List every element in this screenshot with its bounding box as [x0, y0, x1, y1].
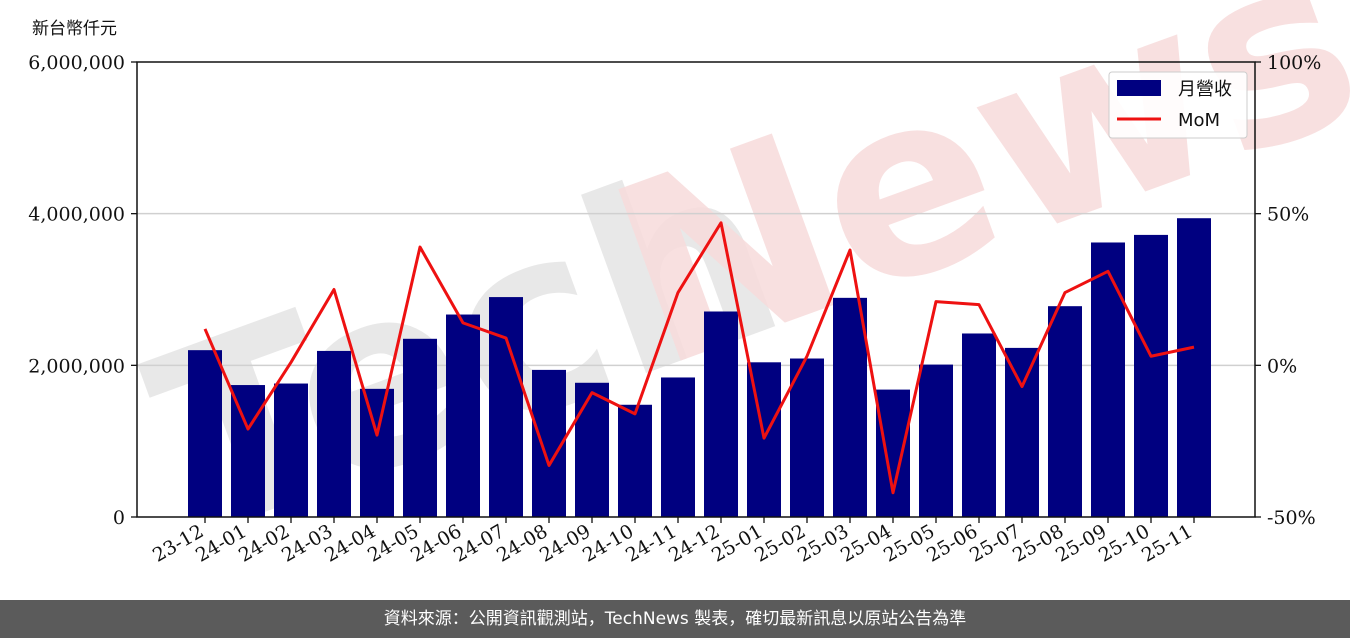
bar-24-06 — [446, 314, 480, 517]
left-tick-label-1: 2,000,000 — [28, 355, 125, 377]
mom-polyline — [203, 221, 1195, 495]
bar-24-07 — [489, 297, 523, 517]
left-axis-ticks: 0 2,000,000 4,000,000 6,000,000 — [28, 52, 137, 529]
bar-24-11 — [661, 377, 695, 517]
left-tick-label-2: 4,000,000 — [28, 204, 125, 226]
bar-24-05 — [403, 338, 437, 517]
bar-25-11 — [1177, 218, 1211, 517]
unit-label: 新台幣仟元 — [32, 19, 117, 39]
revenue-bars — [188, 218, 1211, 517]
bar-23-12 — [188, 350, 222, 517]
bar-25-06 — [962, 333, 996, 517]
left-tick-label-3: 6,000,000 — [28, 52, 125, 74]
legend-swatch-bar — [1117, 80, 1161, 96]
bar-24-09 — [575, 382, 609, 517]
left-tick-label-0: 0 — [113, 507, 125, 529]
right-tick-label-2: 50% — [1267, 204, 1309, 226]
bar-25-07 — [1005, 347, 1039, 517]
axes — [136, 61, 1256, 518]
right-tick-label-0: -50% — [1267, 507, 1316, 529]
bar-24-01 — [231, 385, 265, 517]
legend-label-bar: 月營收 — [1178, 79, 1232, 100]
bar-25-08 — [1048, 306, 1082, 517]
mom-line — [203, 221, 1195, 495]
bar-24-03 — [317, 350, 351, 517]
bar-25-04 — [876, 389, 910, 517]
bar-25-02 — [790, 358, 824, 517]
right-tick-label-3: 100% — [1267, 52, 1321, 74]
bar-25-09 — [1091, 242, 1125, 517]
right-tick-label-1: 0% — [1267, 355, 1297, 377]
bar-24-04 — [360, 388, 394, 517]
bar-24-02 — [274, 383, 308, 517]
bar-24-10 — [618, 404, 652, 517]
bar-25-05 — [919, 364, 953, 517]
source-footer: 資料來源：公開資訊觀測站，TechNews 製表，確切最新訊息以原站公告為準 — [0, 600, 1350, 638]
bar-25-10 — [1134, 234, 1168, 517]
bar-24-12 — [704, 311, 738, 517]
legend: 月營收 MoM — [1108, 71, 1248, 139]
plot-frame — [136, 61, 1256, 518]
right-axis-ticks: -50% 0% 50% 100% — [1255, 52, 1321, 529]
bar-25-03 — [833, 297, 867, 517]
legend-label-line: MoM — [1178, 110, 1220, 131]
x-tick-label-25-11: 25-11 — [1138, 520, 1196, 566]
